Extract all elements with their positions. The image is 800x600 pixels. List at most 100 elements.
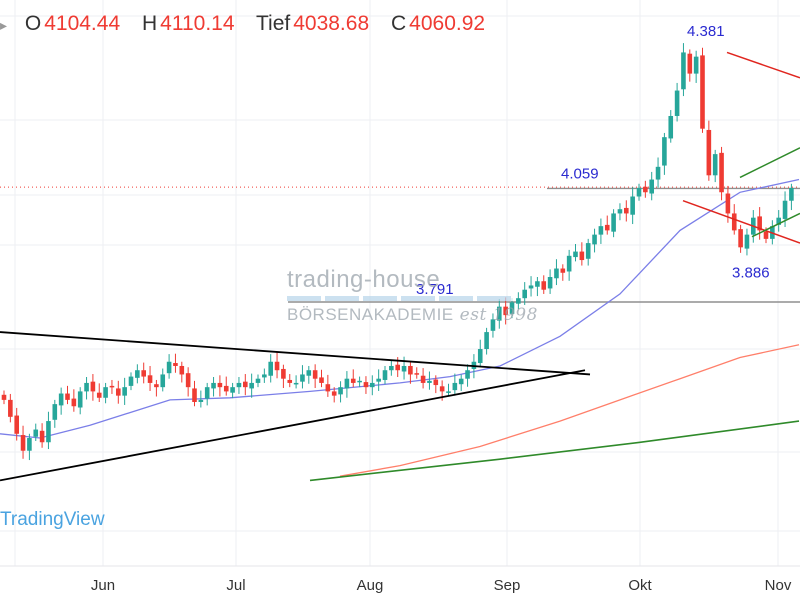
candle[interactable]: [20, 425, 26, 459]
candle[interactable]: [96, 383, 102, 402]
candle[interactable]: [617, 203, 623, 221]
candle[interactable]: [185, 367, 191, 397]
candle[interactable]: [65, 385, 70, 405]
candle[interactable]: [116, 380, 121, 404]
candle[interactable]: [776, 210, 781, 232]
candle[interactable]: [573, 243, 578, 262]
candle[interactable]: [382, 365, 388, 385]
candle[interactable]: [319, 369, 324, 388]
candle[interactable]: [331, 387, 337, 403]
wedge-upper-line[interactable]: [739, 147, 800, 179]
candle[interactable]: [230, 382, 235, 399]
candle[interactable]: [490, 313, 496, 338]
candle[interactable]: [204, 382, 210, 406]
candle[interactable]: [281, 364, 286, 389]
candle[interactable]: [249, 373, 254, 398]
candle[interactable]: [604, 215, 610, 235]
candle[interactable]: [547, 269, 553, 294]
candle[interactable]: [414, 367, 420, 379]
candle[interactable]: [465, 364, 470, 387]
candle[interactable]: [649, 171, 654, 201]
channel-upper-line[interactable]: [726, 51, 800, 79]
trendlines[interactable]: [0, 51, 800, 482]
candle[interactable]: [8, 393, 13, 423]
tradingview-logo[interactable]: TradingView: [0, 509, 105, 530]
candle[interactable]: [166, 354, 172, 379]
candle[interactable]: [389, 360, 394, 376]
candle[interactable]: [452, 373, 458, 396]
candle[interactable]: [458, 374, 464, 391]
candle[interactable]: [376, 369, 381, 391]
candle[interactable]: [585, 238, 591, 266]
candle[interactable]: [141, 362, 146, 384]
candle[interactable]: [223, 376, 229, 396]
triangle-upper-line[interactable]: [0, 331, 591, 376]
triangle-lower-line[interactable]: [0, 369, 586, 482]
candle[interactable]: [579, 242, 585, 266]
candle[interactable]: [484, 327, 489, 355]
candle[interactable]: [306, 365, 312, 384]
candle[interactable]: [706, 120, 712, 181]
candle[interactable]: [217, 375, 223, 397]
candle[interactable]: [179, 361, 185, 383]
candle[interactable]: [71, 389, 77, 412]
candle[interactable]: [46, 411, 51, 450]
candle[interactable]: [262, 368, 267, 383]
candle[interactable]: [27, 433, 32, 461]
candle[interactable]: [630, 187, 635, 225]
candle[interactable]: [350, 369, 356, 388]
candle[interactable]: [528, 276, 534, 297]
candle[interactable]: [135, 364, 140, 384]
candle[interactable]: [58, 387, 64, 415]
candle[interactable]: [509, 298, 515, 319]
candle[interactable]: [236, 377, 242, 394]
candle[interactable]: [154, 379, 159, 397]
candle[interactable]: [90, 374, 96, 401]
candle[interactable]: [427, 371, 432, 390]
candle[interactable]: [757, 207, 762, 240]
candle[interactable]: [744, 228, 750, 256]
candle[interactable]: [662, 132, 667, 175]
candle[interactable]: [1, 390, 7, 405]
candle[interactable]: [338, 381, 343, 403]
candle[interactable]: [433, 375, 439, 394]
candle[interactable]: [554, 259, 559, 286]
candle[interactable]: [408, 361, 413, 384]
candle[interactable]: [655, 157, 661, 188]
candle[interactable]: [643, 180, 648, 198]
candle[interactable]: [560, 264, 566, 281]
candle[interactable]: [687, 49, 693, 82]
candle[interactable]: [243, 374, 248, 396]
candle[interactable]: [363, 376, 369, 394]
candle[interactable]: [198, 390, 204, 408]
wedge-lower-line[interactable]: [751, 212, 800, 238]
candle[interactable]: [173, 353, 178, 373]
candle[interactable]: [312, 364, 318, 389]
candle[interactable]: [681, 43, 686, 97]
candle[interactable]: [274, 352, 280, 379]
candle[interactable]: [624, 200, 629, 222]
candle[interactable]: [668, 110, 674, 143]
channel-lower-line[interactable]: [682, 200, 800, 244]
candle[interactable]: [566, 249, 572, 281]
candle[interactable]: [14, 407, 19, 441]
candle[interactable]: [789, 183, 794, 211]
candle[interactable]: [300, 365, 305, 389]
candle[interactable]: [712, 149, 718, 183]
candle[interactable]: [497, 299, 502, 329]
candle[interactable]: [128, 372, 134, 391]
candle[interactable]: [541, 275, 547, 294]
candle[interactable]: [325, 374, 331, 397]
candle[interactable]: [77, 387, 83, 415]
candle[interactable]: [522, 282, 527, 305]
candle[interactable]: [293, 375, 299, 389]
candle[interactable]: [636, 183, 642, 201]
candle[interactable]: [84, 377, 89, 400]
candle[interactable]: [39, 423, 45, 448]
candle[interactable]: [674, 82, 680, 122]
candle[interactable]: [598, 218, 604, 244]
candle[interactable]: [693, 50, 699, 83]
candle[interactable]: [33, 423, 39, 441]
candle[interactable]: [255, 374, 261, 388]
